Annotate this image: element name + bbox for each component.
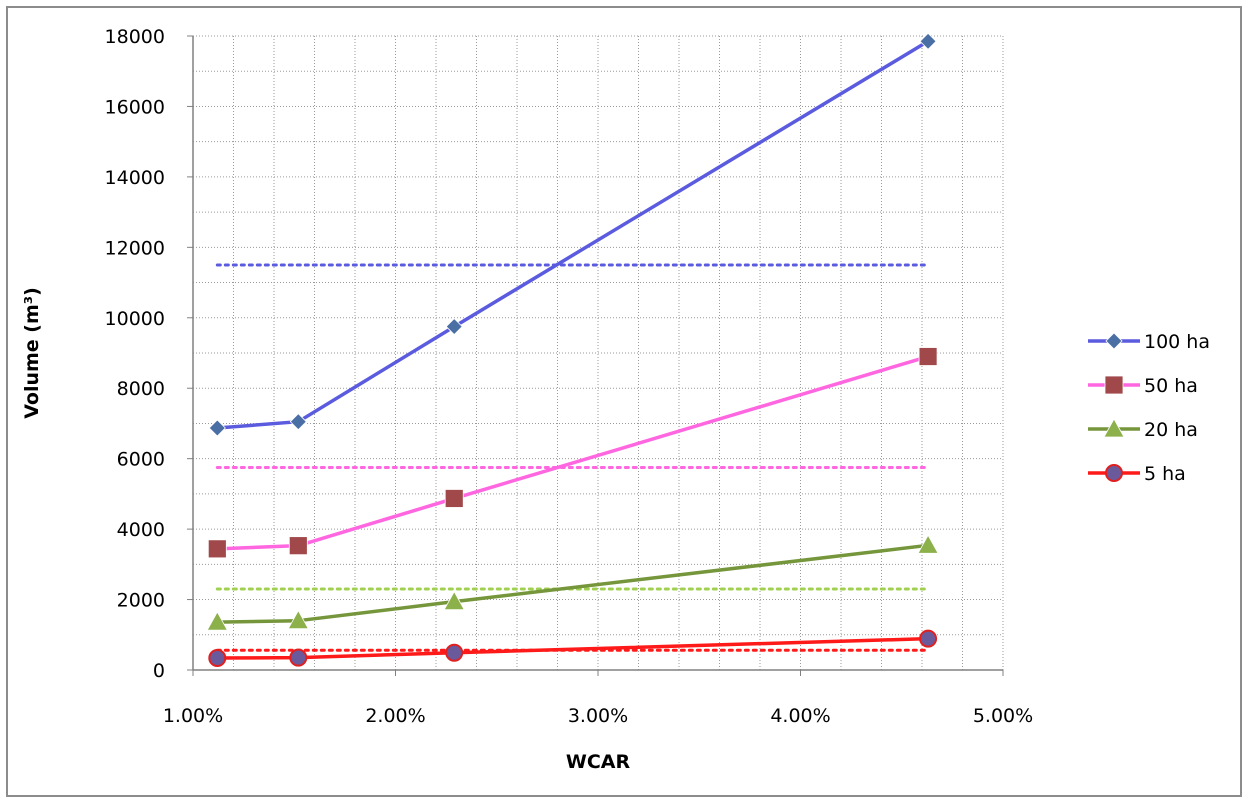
data-point — [919, 32, 937, 50]
y-tick-label: 12000 — [105, 237, 165, 259]
grid-layer — [192, 35, 1004, 671]
legend-item: 50 ha — [1088, 375, 1198, 397]
series-line — [217, 39, 929, 430]
series-line — [217, 636, 929, 660]
y-tick-label: 16000 — [105, 96, 165, 118]
y-tick-label: 10000 — [105, 308, 165, 330]
legend-marker — [1105, 464, 1123, 482]
legend-item: 100 ha — [1088, 331, 1210, 353]
x-tick-label: 5.00% — [973, 705, 1033, 727]
data-point — [287, 609, 309, 630]
y-tick-label: 18000 — [105, 26, 165, 48]
data-point — [289, 648, 308, 667]
reference-lines — [215, 263, 930, 652]
data-point — [917, 534, 939, 554]
legend-label: 50 ha — [1144, 375, 1198, 397]
series-line — [217, 354, 929, 551]
series-5-ha — [208, 629, 938, 668]
data-point — [208, 649, 227, 668]
y-tick-label: 14000 — [105, 167, 165, 189]
data-point — [208, 419, 226, 437]
x-tick-label: 4.00% — [770, 705, 830, 727]
data-point — [918, 347, 938, 366]
data-point — [919, 629, 938, 648]
x-tick-label: 2.00% — [365, 705, 425, 727]
data-point — [288, 536, 308, 556]
data-point — [445, 318, 463, 336]
series-layer — [206, 32, 939, 668]
y-tick-label: 8000 — [117, 378, 165, 400]
legend-label: 100 ha — [1144, 331, 1210, 353]
legend-marker — [1103, 418, 1125, 438]
x-axis-title: WCAR — [566, 751, 631, 773]
y-tick-label: 6000 — [117, 449, 165, 471]
x-tick-label: 1.00% — [163, 705, 223, 727]
legend: 100 ha 50 ha 20 ha 5 ha — [1088, 331, 1210, 485]
axes: 0 2000 4000 6000 8000 10000 12000 14000 16000 180… — [105, 26, 1034, 727]
y-tick-label: 2000 — [117, 590, 165, 612]
data-point — [443, 590, 465, 611]
legend-label: 20 ha — [1144, 419, 1198, 441]
data-point — [207, 539, 227, 559]
legend-marker — [1105, 332, 1123, 350]
series-100-ha — [208, 32, 937, 437]
y-axis-title: Volume (m³) — [21, 287, 43, 419]
y-tick-label: 4000 — [117, 519, 165, 541]
data-point — [289, 413, 307, 431]
data-point — [206, 611, 228, 631]
data-point — [444, 489, 464, 508]
legend-item: 5 ha — [1088, 463, 1186, 485]
y-tick-label: 0 — [153, 660, 165, 682]
data-point — [445, 643, 464, 662]
legend-item: 20 ha — [1088, 418, 1198, 441]
series-line — [217, 543, 929, 624]
series-50-ha — [207, 347, 938, 559]
series-20-ha — [206, 534, 939, 631]
legend-marker — [1104, 375, 1124, 395]
legend-label: 5 ha — [1144, 463, 1186, 485]
x-tick-label: 3.00% — [568, 705, 628, 727]
